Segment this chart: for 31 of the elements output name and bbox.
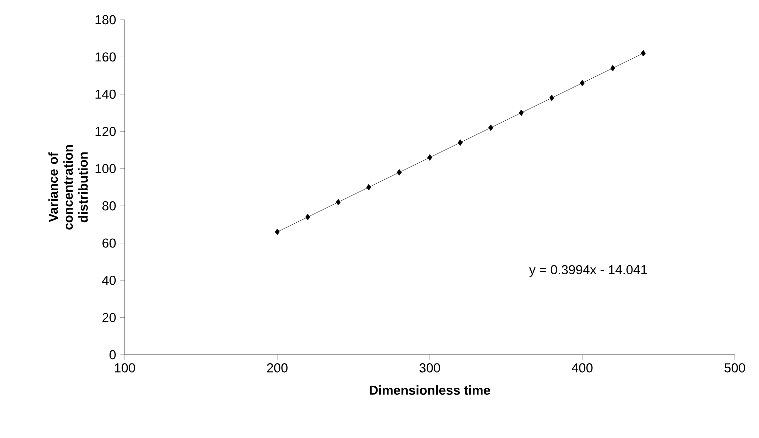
y-axis-title: Variance of concentration distribution — [48, 145, 88, 230]
x-axis-title: Dimensionless time — [370, 386, 490, 396]
y-tick-label: 60 — [102, 238, 116, 248]
y-tick-label: 100 — [96, 164, 116, 174]
point — [580, 80, 585, 86]
x-tick-label: 500 — [724, 364, 746, 373]
point — [306, 214, 310, 220]
x-tick-label: 200 — [267, 364, 288, 373]
y-tick-label: 160 — [96, 52, 116, 62]
point — [519, 110, 524, 116]
x-tick-label: 400 — [572, 364, 593, 373]
point — [275, 228, 280, 236]
point — [397, 169, 402, 176]
point — [641, 50, 646, 57]
point — [550, 94, 554, 102]
point — [428, 154, 432, 161]
y-tick-label: 80 — [102, 202, 116, 211]
x-tick-label: 100 — [115, 364, 136, 373]
y-tick-label: 140 — [96, 90, 116, 100]
y-tick-label: 180 — [96, 15, 116, 25]
y-tick-label: 120 — [96, 127, 116, 136]
point — [366, 184, 372, 191]
point — [458, 140, 463, 146]
y-tick-label: 0 — [110, 350, 116, 360]
point — [610, 65, 616, 72]
point — [336, 199, 341, 206]
x-tick-label: 300 — [420, 364, 440, 373]
annotation: y = 0.3994x - 14.041 — [529, 265, 648, 278]
y-tick-label: 20 — [102, 313, 116, 322]
point — [488, 124, 494, 132]
y-tick-label: 40 — [102, 276, 116, 286]
